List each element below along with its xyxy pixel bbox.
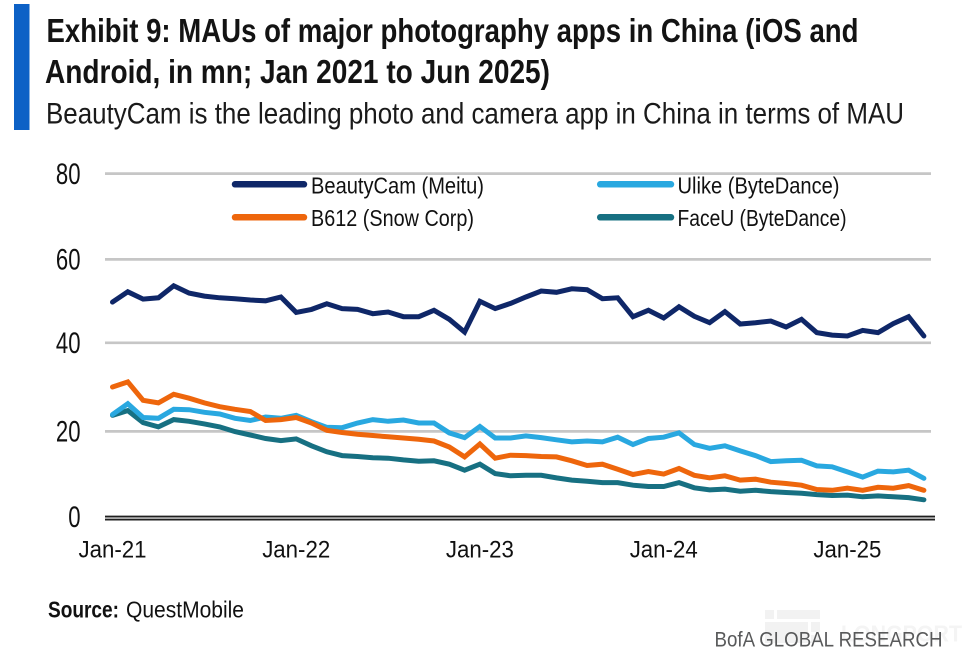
svg-text:Jan-23: Jan-23 [446, 537, 514, 564]
svg-text:Jan-24: Jan-24 [630, 537, 698, 564]
svg-text:Jan-25: Jan-25 [813, 537, 881, 564]
svg-text:Exhibit 9: MAUs of major photo: Exhibit 9: MAUs of major photography app… [47, 12, 859, 49]
svg-text:40: 40 [56, 327, 81, 360]
svg-text:BofA GLOBAL RESEARCH: BofA GLOBAL RESEARCH [715, 628, 943, 652]
svg-text:BeautyCam is the leading photo: BeautyCam is the leading photo and camer… [46, 98, 904, 131]
svg-text:80: 80 [56, 158, 81, 191]
svg-text:FaceU (ByteDance): FaceU (ByteDance) [678, 205, 847, 231]
svg-text:QuestMobile: QuestMobile [126, 597, 244, 623]
svg-text:20: 20 [56, 416, 81, 449]
svg-text:0: 0 [68, 501, 80, 534]
svg-text:Jan-22: Jan-22 [262, 537, 330, 564]
svg-text:Ulike (ByteDance): Ulike (ByteDance) [678, 173, 840, 199]
svg-text:Jan-21: Jan-21 [79, 537, 147, 564]
svg-text:BeautyCam (Meitu): BeautyCam (Meitu) [311, 173, 484, 199]
svg-text:Source:: Source: [48, 597, 119, 623]
svg-text:Android, in mn; Jan 2021 to Ju: Android, in mn; Jan 2021 to Jun 2025) [45, 53, 550, 90]
svg-text:60: 60 [56, 244, 81, 277]
svg-text:B612 (Snow Corp): B612 (Snow Corp) [311, 205, 474, 231]
svg-text:LONGPORT: LONGPORT [841, 621, 962, 647]
